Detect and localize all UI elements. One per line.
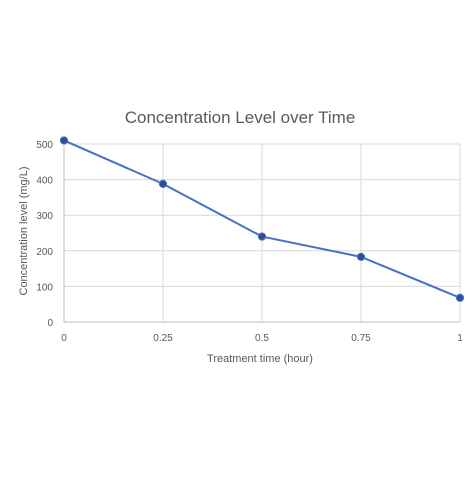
data-point — [356, 252, 366, 261]
chart-title: Concentration Level over Time — [125, 108, 356, 127]
x-axis-title: Treatment time (hour) — [207, 353, 313, 365]
x-tick-label: 0.5 — [255, 333, 269, 344]
x-tick-label: 0 — [61, 333, 67, 344]
y-tick-label: 200 — [36, 247, 53, 258]
axis-layer — [63, 144, 460, 323]
data-point — [59, 136, 69, 145]
grid-layer — [64, 143, 461, 322]
x-tick-label: 0.25 — [153, 333, 173, 344]
y-tick-label: 500 — [36, 140, 53, 151]
series-layer — [59, 136, 465, 302]
y-tick-label: 300 — [36, 211, 53, 222]
data-point — [257, 232, 267, 241]
data-point — [455, 293, 465, 302]
data-point — [158, 179, 168, 188]
y-tick-label: 400 — [36, 176, 53, 187]
y-axis-title: Concentration level (mg/L) — [18, 166, 30, 295]
y-tick-label: 100 — [36, 282, 53, 293]
x-tick-label: 1 — [457, 333, 463, 344]
x-tick-label: 0.75 — [351, 333, 371, 344]
y-tick-label: 0 — [47, 318, 53, 329]
tick-layer: 0 100 200 300 400 500 0 0.25 0.5 0.75 1 — [36, 140, 463, 344]
